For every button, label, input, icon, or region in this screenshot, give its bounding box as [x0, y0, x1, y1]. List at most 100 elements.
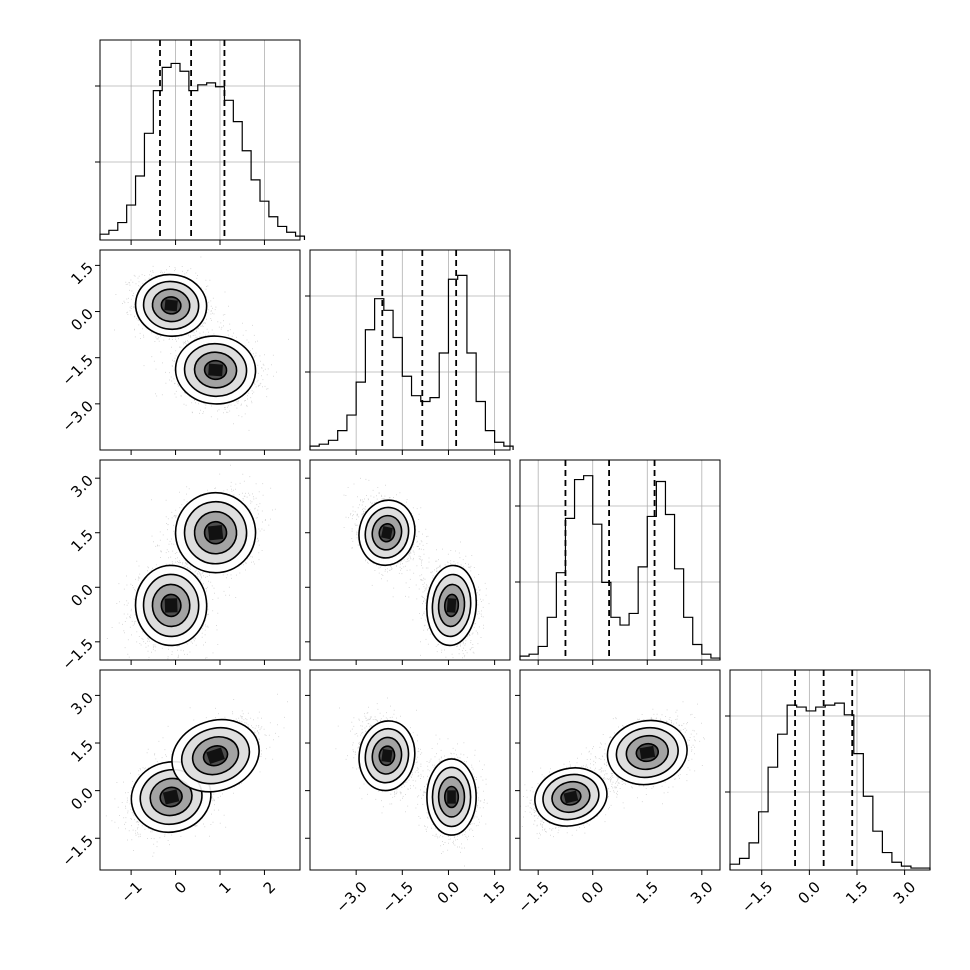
panel-frame	[309, 249, 511, 451]
contour-line	[615, 726, 679, 779]
x-tick-label: 0.0	[578, 878, 608, 908]
y-tick-label: 1.5	[67, 526, 97, 556]
density-peak	[162, 789, 180, 805]
density-peak	[206, 747, 225, 764]
scatter-content	[106, 464, 276, 660]
contour-line	[202, 745, 229, 767]
contour-line	[183, 500, 248, 565]
contour-line	[174, 335, 257, 405]
density-peak	[207, 525, 224, 541]
density-peak	[447, 790, 456, 804]
x-tick-label: −3.0	[332, 878, 370, 916]
density-mode-1	[171, 718, 260, 793]
x-tick-label: −1.5	[379, 878, 417, 916]
x-tick-label: 1.5	[632, 878, 662, 908]
contour-line	[151, 583, 191, 628]
hist-background	[310, 250, 510, 450]
contour-line	[193, 351, 238, 389]
density-peak	[563, 790, 579, 804]
density-peak	[164, 598, 178, 613]
density-mode-1	[174, 335, 257, 405]
y-tick-label: 3.0	[67, 689, 97, 719]
x-tick-label: 3.0	[687, 878, 717, 908]
x-tick-label: 0.0	[434, 878, 464, 908]
y-tick-label: −1.5	[59, 832, 97, 870]
scatter-panel-3	[309, 459, 511, 661]
contour-line	[431, 766, 472, 828]
contour-line	[443, 785, 460, 809]
contour-line	[203, 520, 228, 545]
contour-line	[431, 573, 472, 638]
panel-frame	[99, 39, 301, 241]
x-tick-label: 1.5	[842, 878, 872, 908]
histogram-step-line	[729, 702, 931, 870]
contour-line	[134, 564, 208, 647]
scatter-content	[105, 693, 288, 857]
hist-panel-1	[305, 249, 514, 451]
contour-line	[426, 758, 477, 836]
scatter-background	[310, 460, 510, 660]
y-tick-label: −1.5	[59, 635, 97, 673]
contour-line	[142, 573, 200, 638]
contour-line	[364, 506, 410, 559]
contour-line	[371, 514, 403, 551]
panel-frame	[99, 459, 301, 661]
contour-line	[191, 736, 240, 776]
scatter-content	[343, 477, 490, 659]
contour-line	[183, 342, 248, 398]
density-mode-1	[426, 564, 478, 647]
contour-line	[625, 734, 669, 771]
scatter-panel-2	[99, 669, 301, 871]
density-peak	[381, 526, 393, 540]
x-tick-label: 1.5	[480, 878, 510, 908]
y-tick-label: 0.0	[67, 305, 97, 335]
panel-frame	[309, 669, 511, 871]
density-peak	[446, 598, 457, 613]
scatter-panel-0	[99, 249, 301, 451]
contour-line	[551, 780, 591, 814]
density-mode-0	[134, 564, 208, 647]
x-tick-label: −1.5	[738, 878, 776, 916]
y-tick-label: 3.0	[67, 471, 97, 501]
panel-frame	[99, 249, 301, 451]
density-mode-1	[426, 758, 477, 836]
panel-frame	[519, 669, 721, 871]
density-peak	[381, 748, 393, 763]
density-mode-0	[134, 273, 208, 338]
density-peak	[639, 745, 656, 760]
scatter-panel-1	[99, 459, 301, 661]
hist-panel-2	[515, 459, 721, 661]
density-peak	[164, 299, 178, 312]
panel-frame	[309, 459, 511, 661]
panel-frame	[729, 669, 931, 871]
density-mode-0	[358, 720, 416, 792]
density-peak	[208, 363, 223, 377]
contour-line	[142, 280, 200, 331]
contour-line	[606, 719, 688, 786]
contour-line	[426, 564, 478, 647]
y-tick-label: 1.5	[67, 259, 97, 289]
contour-line	[171, 718, 260, 793]
contour-line	[358, 720, 416, 792]
x-tick-label: 3.0	[890, 878, 920, 908]
scatter-content	[100, 256, 289, 431]
x-tick-label: 0	[171, 878, 190, 897]
contour-line	[378, 522, 396, 543]
hist-panel-0	[95, 39, 306, 241]
contour-line	[203, 359, 228, 381]
x-tick-label: −1	[117, 878, 145, 906]
contour-line	[174, 491, 257, 574]
x-tick-label: −1.5	[514, 878, 552, 916]
density-mode-1	[174, 491, 257, 574]
y-tick-label: 1.5	[67, 736, 97, 766]
y-tick-label: −1.5	[59, 351, 97, 389]
contour-line	[371, 736, 403, 775]
contour-line	[160, 593, 182, 618]
y-tick-label: 0.0	[67, 581, 97, 611]
contour-line	[534, 767, 608, 827]
contour-line	[193, 510, 238, 555]
x-tick-label: 0.0	[795, 878, 825, 908]
contour-line	[443, 593, 460, 618]
histogram-step-line	[99, 62, 306, 240]
